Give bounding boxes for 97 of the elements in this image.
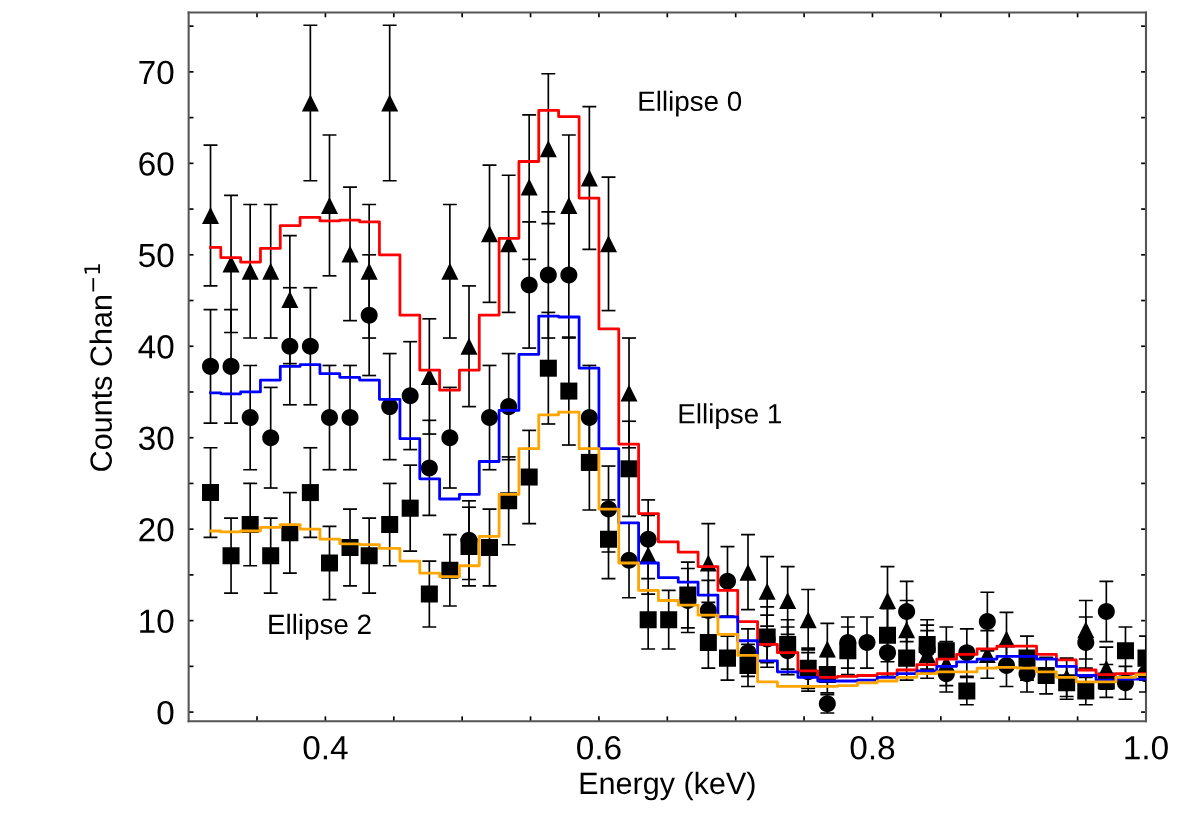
point: [580, 409, 598, 427]
point: [718, 572, 736, 590]
point: [202, 484, 220, 502]
point: [262, 429, 280, 447]
point: [441, 429, 459, 447]
point: [341, 245, 359, 263]
point: [660, 611, 678, 629]
point: [520, 178, 538, 196]
point: [360, 262, 378, 280]
x-tick-label: 1.0: [1125, 736, 1168, 760]
point: [520, 276, 538, 294]
point: [898, 621, 916, 639]
annotation: Ellipse 0: [639, 90, 742, 117]
point: [600, 235, 618, 253]
point: [381, 94, 399, 112]
point: [520, 468, 538, 486]
y-tick-label: 70: [139, 60, 174, 85]
point: [539, 140, 557, 158]
point: [262, 547, 280, 565]
point: [539, 266, 557, 284]
y-tick-label: 60: [139, 152, 174, 176]
point: [301, 94, 319, 112]
point: [241, 409, 259, 427]
point: [858, 634, 876, 652]
point: [898, 649, 916, 667]
point: [420, 459, 438, 477]
point: [481, 538, 499, 556]
y-tick-label: 10: [140, 609, 174, 634]
point: [818, 640, 836, 658]
point: [560, 266, 578, 284]
point: [281, 337, 299, 355]
point: [978, 613, 996, 631]
point: [560, 196, 578, 214]
point: [879, 626, 897, 644]
x-tick-label: 0.4: [303, 736, 348, 760]
point: [620, 384, 638, 402]
point: [918, 635, 936, 653]
point: [481, 225, 499, 243]
point: [639, 530, 657, 548]
point: [222, 357, 240, 375]
point: [341, 409, 359, 427]
point: [321, 196, 339, 214]
point: [799, 611, 817, 629]
point: [321, 409, 339, 427]
point: [460, 337, 478, 355]
point: [580, 169, 598, 187]
point: [718, 649, 736, 667]
point: [879, 644, 897, 662]
point: [620, 460, 638, 478]
point: [241, 262, 259, 280]
point: [202, 206, 220, 224]
point: [739, 656, 757, 674]
point: [401, 387, 419, 405]
point: [381, 516, 399, 534]
point: [699, 634, 717, 652]
x-axis-title: Energy (keV): [580, 771, 755, 801]
x-tick-label: 0.8: [850, 736, 895, 760]
point: [441, 262, 459, 280]
point: [460, 538, 478, 556]
x-tick-label: 0.6: [577, 736, 621, 760]
point: [262, 262, 280, 280]
y-tick-label: 0: [157, 700, 174, 725]
point: [958, 682, 976, 700]
point: [739, 563, 757, 581]
point: [879, 592, 897, 610]
y-tick-label: 40: [138, 335, 174, 359]
point: [420, 585, 438, 603]
point: [321, 554, 339, 572]
point: [1077, 682, 1095, 700]
point: [758, 582, 776, 600]
y-tick-label: 30: [138, 426, 174, 451]
point: [202, 357, 220, 375]
point: [600, 530, 618, 548]
point: [639, 611, 657, 629]
y-tick-label: 20: [139, 517, 174, 542]
point: [560, 382, 578, 400]
point: [401, 499, 419, 517]
point: [937, 642, 955, 660]
annotation: Ellipse 2: [269, 613, 371, 640]
point: [481, 409, 499, 427]
annotation: Ellipse 1: [679, 403, 781, 430]
point: [222, 547, 240, 565]
point: [839, 642, 857, 660]
point: [301, 484, 319, 502]
point: [580, 453, 598, 471]
y-tick-label: 50: [139, 243, 174, 268]
point: [1116, 642, 1134, 660]
y-axis-title: Counts Chan$^{−1}$: [84, 264, 112, 471]
point: [898, 602, 916, 620]
point: [539, 359, 557, 377]
point: [779, 592, 797, 610]
point: [360, 306, 378, 324]
point: [301, 337, 319, 355]
point: [679, 586, 697, 604]
point: [281, 291, 299, 309]
point: [360, 547, 378, 565]
point: [1097, 602, 1115, 620]
